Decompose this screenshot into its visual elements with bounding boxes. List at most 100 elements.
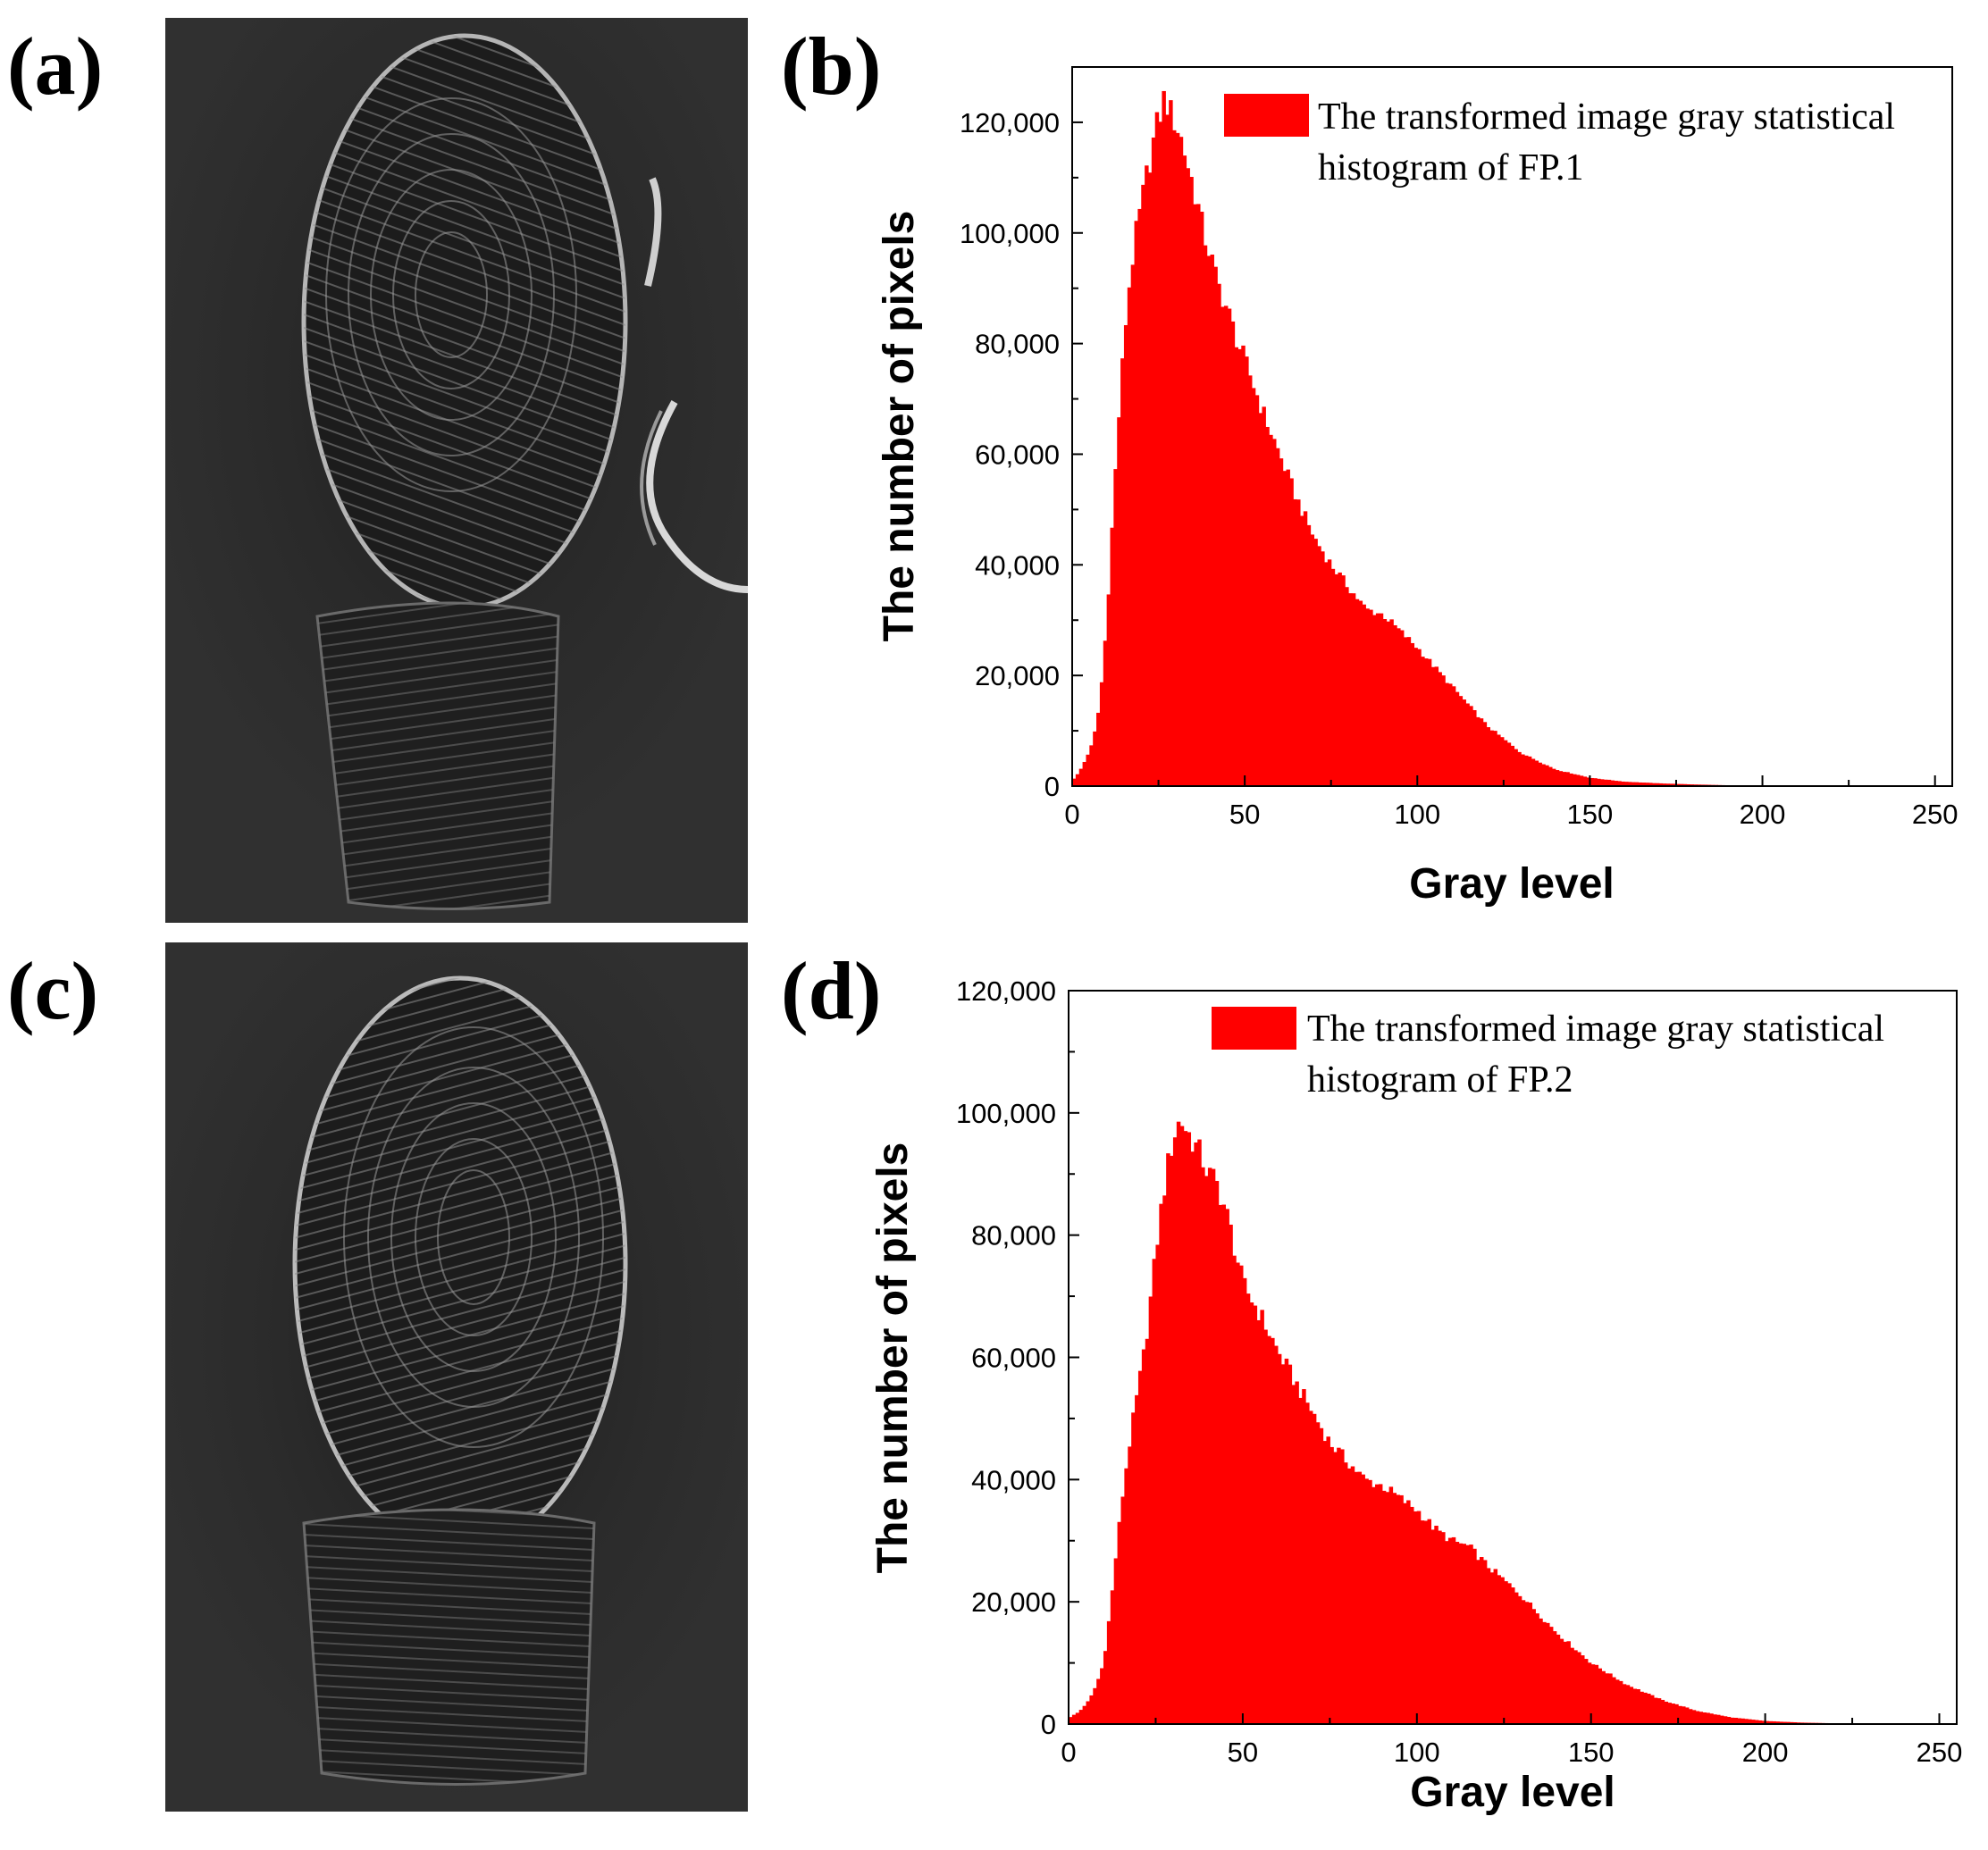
histogram-bar	[1075, 1712, 1080, 1724]
histogram-bar	[1393, 624, 1397, 786]
histogram-bar	[1273, 1345, 1279, 1724]
histogram-bar	[1688, 1709, 1693, 1724]
histogram-bar	[1340, 1449, 1345, 1724]
histogram-bar	[1256, 1319, 1261, 1724]
histogram-bar	[1706, 1712, 1710, 1724]
histogram-bar	[1601, 1670, 1606, 1724]
histogram-bar	[1486, 1568, 1491, 1724]
histogram-bar	[1559, 1638, 1564, 1724]
legend-text-line2: histogram of FP.1	[1318, 147, 1584, 188]
histogram-bar	[1258, 413, 1263, 786]
histogram-bar	[1469, 706, 1473, 786]
histogram-bar	[1378, 1484, 1383, 1724]
histogram-bar	[1410, 642, 1415, 786]
histogram-bar	[1217, 283, 1221, 786]
histogram-bar	[1093, 1687, 1097, 1724]
histogram-bar	[1610, 780, 1615, 786]
legend-swatch	[1224, 94, 1309, 137]
histogram-bar	[1741, 1718, 1745, 1724]
histogram-bar	[1189, 177, 1194, 786]
histogram-bar	[1128, 1446, 1132, 1724]
histogram-bar	[1772, 1720, 1776, 1724]
histogram-bar	[1330, 1446, 1334, 1724]
histogram-bar	[1605, 1673, 1609, 1724]
histogram-bar	[1517, 1595, 1522, 1724]
histogram-bar	[1534, 760, 1539, 786]
histogram-bar	[1558, 771, 1564, 786]
histogram-bar	[1475, 716, 1481, 786]
histogram-bar	[1622, 1684, 1627, 1724]
histogram-bar	[1469, 1544, 1473, 1724]
histogram-bar	[1709, 1713, 1714, 1724]
x-tick-label: 0	[1064, 799, 1079, 830]
y-tick-label: 40,000	[971, 1464, 1056, 1495]
histogram-bar	[1472, 1548, 1477, 1724]
histogram-bar	[1385, 1492, 1390, 1724]
histogram-bar	[1137, 208, 1142, 786]
histogram-bar	[1130, 264, 1136, 786]
histogram-bar	[1323, 562, 1329, 786]
histogram-bar	[1120, 1496, 1125, 1724]
histogram-bar	[1497, 1575, 1501, 1724]
histogram-bar	[1227, 308, 1232, 786]
histogram-bar	[1312, 1413, 1317, 1724]
histogram-bar	[1528, 1602, 1533, 1724]
histogram-bar	[1587, 1662, 1592, 1724]
histogram-bar	[1260, 1310, 1264, 1724]
y-tick-label: 120,000	[956, 975, 1056, 1007]
histogram-bar	[1723, 1716, 1728, 1724]
histogram-bar	[1169, 100, 1173, 786]
histogram-bar	[1127, 287, 1132, 786]
histogram-bar	[1096, 1678, 1101, 1724]
histogram-bar	[1106, 1620, 1111, 1724]
histogram-bar	[1410, 1506, 1414, 1724]
histogram-bar	[1223, 306, 1229, 787]
y-tick-label: 60,000	[975, 439, 1060, 470]
histogram-bar	[1535, 1613, 1539, 1724]
histogram-bar	[1524, 755, 1529, 786]
histogram-bar	[1531, 1609, 1536, 1724]
histogram-bar	[1246, 1293, 1251, 1724]
x-tick-label: 150	[1567, 799, 1614, 830]
histogram-bar	[1348, 593, 1353, 786]
histogram-bar	[1306, 524, 1312, 786]
fingerprint-image-fp2	[165, 942, 748, 1812]
histogram-bar	[1556, 1634, 1561, 1724]
histogram-bar	[1430, 1529, 1435, 1724]
histogram-bar	[1779, 1721, 1783, 1724]
histogram-bar	[1458, 696, 1464, 786]
histogram-bar	[1346, 1468, 1352, 1724]
histogram-bar	[1372, 615, 1377, 786]
histogram-bar	[1493, 1569, 1498, 1724]
histogram-bar	[1427, 1519, 1431, 1724]
histogram-bar	[1096, 712, 1101, 786]
histogram-bar	[1629, 1687, 1634, 1724]
y-tick-label: 100,000	[956, 1098, 1056, 1129]
histogram-bar	[1375, 1484, 1380, 1724]
histogram-bar	[1514, 1592, 1519, 1724]
histogram-bar	[1582, 776, 1588, 786]
histogram-bar	[1455, 1542, 1460, 1724]
histogram-bar	[1272, 439, 1277, 786]
histogram-bar	[1638, 782, 1642, 786]
histogram-bar	[1207, 1168, 1212, 1724]
histogram-bar	[1354, 1471, 1359, 1724]
histogram-bar	[1186, 168, 1190, 787]
histogram-bar	[1406, 1500, 1411, 1724]
histogram-bar	[1369, 609, 1373, 786]
histogram-bar	[1500, 1577, 1505, 1724]
histogram-bar	[1493, 731, 1497, 786]
histogram-bar	[1365, 608, 1370, 786]
histogram-bar	[1089, 1695, 1094, 1724]
histogram-bar	[1381, 1490, 1387, 1724]
histogram-bar	[1662, 783, 1666, 786]
x-axis-title: Gray level	[1410, 1769, 1615, 1816]
histogram-bar	[1291, 1385, 1296, 1724]
x-tick-label: 50	[1229, 799, 1260, 830]
histogram-bar	[1653, 1697, 1658, 1724]
legend: The transformed image gray statistical h…	[1224, 94, 1895, 188]
histogram-bar	[1786, 1721, 1791, 1724]
histogram-bar	[1664, 1701, 1669, 1724]
histogram-bar	[1517, 751, 1522, 786]
histogram-bar	[1351, 593, 1356, 786]
